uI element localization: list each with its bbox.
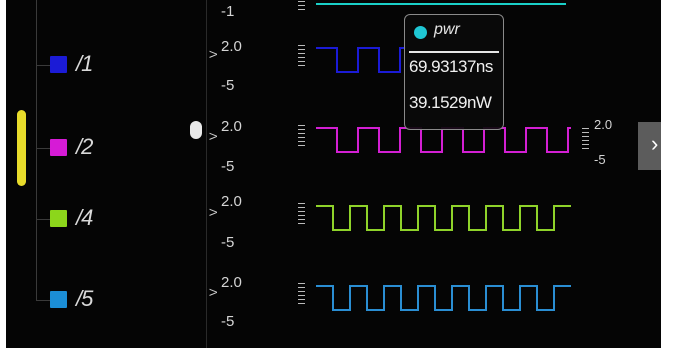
waveform-channel-1 xyxy=(316,47,406,73)
chevron-right-icon: › xyxy=(651,131,659,156)
scale-divider xyxy=(206,0,207,348)
tick-ruler xyxy=(298,203,305,229)
tick-ruler xyxy=(298,45,305,71)
channel-label: /5 xyxy=(76,286,93,311)
waveform-channel-5 xyxy=(316,285,571,311)
tree-line xyxy=(36,0,37,300)
tree-branch xyxy=(36,219,50,220)
tick-ruler xyxy=(582,128,589,154)
tree-branch xyxy=(36,148,50,149)
scale-min-tick: -5 xyxy=(221,77,235,94)
cursor-tooltip: pwr 69.93137ns 39.1529nW xyxy=(404,14,504,130)
waveform-viewer: /1 /2 /4 /5 -1 V 2.0 -5 V 2.0 -5 V 2.0 -… xyxy=(6,0,661,348)
scale-max-tick: 2.0 xyxy=(221,118,242,135)
drag-handle[interactable] xyxy=(190,121,202,139)
scale-min-tick: -5 xyxy=(221,313,235,330)
tick-ruler xyxy=(298,0,305,14)
tooltip-divider xyxy=(409,51,499,53)
channel-label: /1 xyxy=(76,51,93,76)
signal-color-dot xyxy=(414,26,427,39)
scale-max-tick: 2.0 xyxy=(221,38,242,55)
selected-channel-indicator xyxy=(17,110,26,186)
scale-tick: -1 xyxy=(221,3,235,20)
scale-min-tick: -5 xyxy=(221,234,235,251)
tick-ruler xyxy=(298,283,305,309)
expand-panel-button[interactable] xyxy=(638,122,661,170)
channel-color-swatch xyxy=(50,291,67,308)
side-scale-max: 2.0 xyxy=(594,117,613,132)
scale-max-tick: 2.0 xyxy=(221,193,242,210)
scale-max-tick: 2.0 xyxy=(221,274,242,291)
tree-branch xyxy=(36,65,50,66)
channel-label: /4 xyxy=(76,205,93,230)
frame-border xyxy=(0,348,681,356)
channel-label: /2 xyxy=(76,134,93,159)
scale-min-tick: -5 xyxy=(221,158,235,175)
tooltip-power-value: 39.1529nW xyxy=(409,93,492,112)
tooltip-time-value: 69.93137ns xyxy=(409,57,493,76)
channel-color-swatch xyxy=(50,56,67,73)
waveform-canvas[interactable] xyxy=(6,0,661,348)
tick-ruler xyxy=(298,125,305,151)
tree-branch xyxy=(36,300,50,301)
tooltip-signal-name: pwr xyxy=(434,21,460,38)
side-scale-min: -5 xyxy=(594,152,606,167)
frame-border xyxy=(661,0,681,356)
waveform-channel-4 xyxy=(316,205,571,231)
channel-color-swatch xyxy=(50,139,67,156)
channel-color-swatch xyxy=(50,210,67,227)
waveform-channel-2 xyxy=(316,127,571,153)
